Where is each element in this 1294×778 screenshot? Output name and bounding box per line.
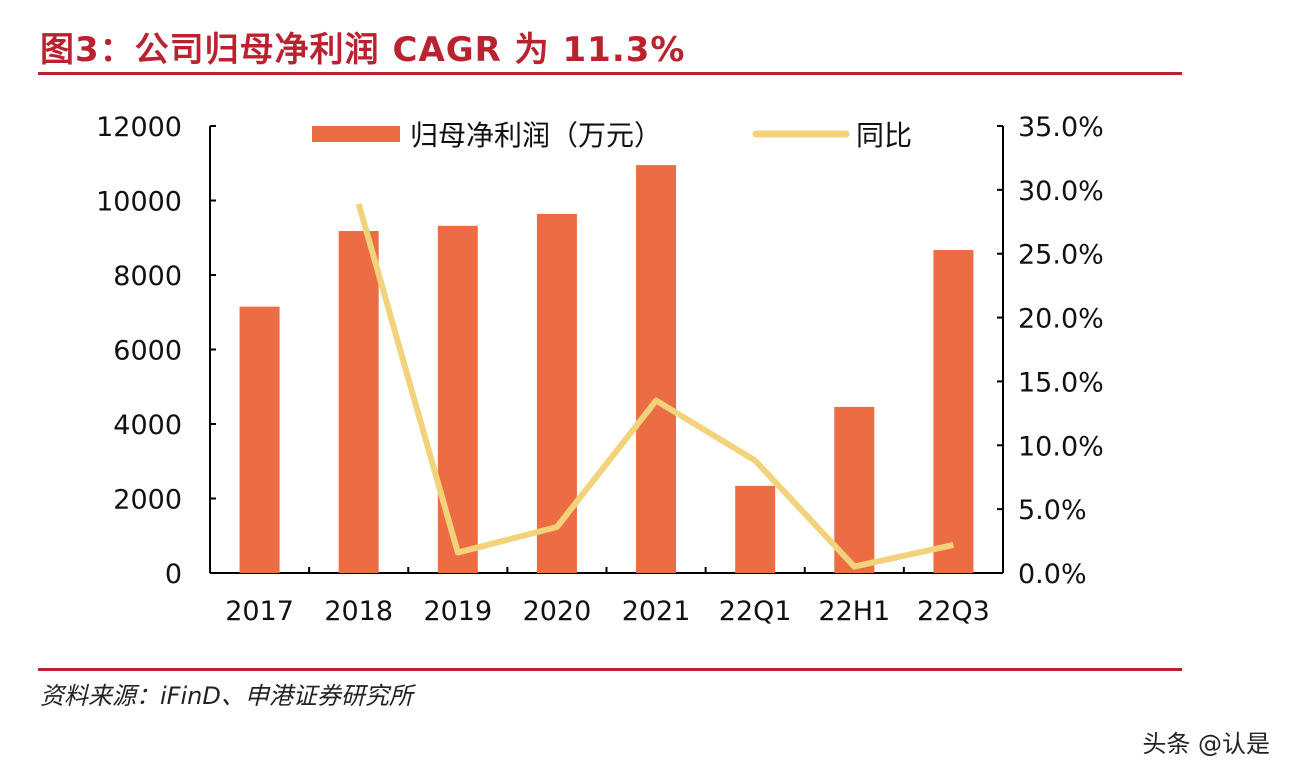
x-tick-label: 2018 — [324, 596, 393, 627]
x-tick-label: 2020 — [523, 596, 592, 627]
bar-22H1 — [834, 406, 875, 573]
title-rule — [38, 72, 1182, 75]
source-rule — [38, 668, 1182, 671]
right-tick-label: 15.0% — [1018, 367, 1104, 398]
bar-2019 — [437, 225, 478, 573]
right-tick-label: 25.0% — [1018, 240, 1104, 271]
left-tick-label: 2000 — [113, 485, 182, 516]
x-tick-label: 2017 — [225, 596, 294, 627]
x-tick-label: 2019 — [423, 596, 492, 627]
watermark: 头条 @认是 — [1142, 730, 1270, 758]
right-tick-label: 0.0% — [1018, 559, 1087, 590]
x-tick-label: 22Q3 — [917, 596, 990, 627]
right-tick-label: 20.0% — [1018, 304, 1104, 335]
right-tick-label: 35.0% — [1018, 112, 1104, 143]
source-note: 资料来源：iFinD、申港证券研究所 — [40, 682, 413, 710]
x-tick-label: 22H1 — [818, 596, 890, 627]
left-tick-label: 0 — [165, 559, 182, 590]
left-tick-label: 8000 — [113, 261, 182, 292]
right-tick-label: 30.0% — [1018, 176, 1104, 207]
bar-2018 — [338, 231, 379, 574]
bar-22Q1 — [735, 485, 776, 573]
legend-line-label: 同比 — [856, 119, 912, 152]
bar-2017 — [239, 306, 280, 573]
legend-bar-label: 归母净利润（万元） — [410, 119, 662, 152]
left-tick-label: 10000 — [96, 187, 182, 218]
bar-22Q3 — [933, 250, 974, 574]
right-tick-label: 5.0% — [1018, 495, 1087, 526]
bar-2021 — [636, 165, 677, 574]
left-tick-label: 6000 — [113, 336, 182, 367]
bar-2020 — [536, 213, 577, 573]
x-tick-label: 22Q1 — [719, 596, 792, 627]
figure-title: 图3：公司归母净利润 CAGR 为 11.3% — [40, 30, 686, 70]
left-tick-label: 4000 — [113, 410, 182, 441]
legend-bar-swatch — [312, 126, 400, 142]
left-tick-label: 12000 — [96, 112, 182, 143]
x-tick-label: 2021 — [622, 596, 691, 627]
right-tick-label: 10.0% — [1018, 431, 1104, 462]
